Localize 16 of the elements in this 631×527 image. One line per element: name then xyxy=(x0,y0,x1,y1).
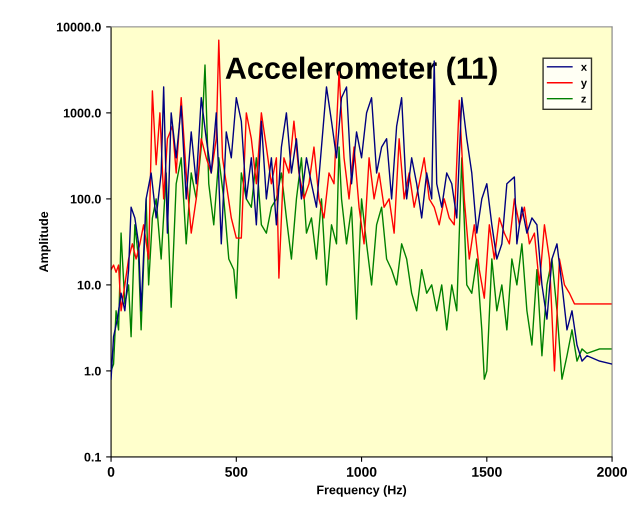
y-tick-label: 10.0 xyxy=(78,280,101,290)
legend-label: y xyxy=(580,80,587,89)
y-tick-label: 1.0 xyxy=(84,366,101,376)
x-tick-label: 500 xyxy=(225,467,248,477)
y-tick-label: 10000.0 xyxy=(56,22,101,32)
x-tick-label: 1500 xyxy=(472,467,502,477)
x-tick-label: 0 xyxy=(108,467,114,477)
y-tick-label: 100.0 xyxy=(70,194,101,204)
x-tick-label: 2000 xyxy=(597,467,627,477)
legend-label: x xyxy=(580,64,587,71)
y-tick-label: 0.1 xyxy=(84,452,101,462)
y-tick-label: 1000.0 xyxy=(64,108,101,118)
x-tick-label: 1000 xyxy=(346,467,376,477)
y-axis-title: Amplitude xyxy=(38,212,51,272)
legend-label: z xyxy=(581,96,586,103)
x-axis-title: Frequency (Hz) xyxy=(317,485,406,497)
